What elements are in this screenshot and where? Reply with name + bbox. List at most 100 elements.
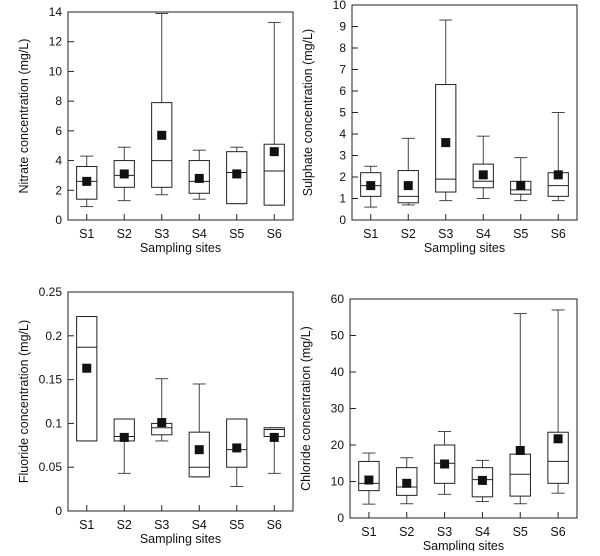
y-tick-label: 7 xyxy=(339,63,346,77)
mean-marker xyxy=(82,363,92,373)
x-tick-label: S6 xyxy=(267,518,282,532)
iqr-box xyxy=(76,316,98,442)
chart-panel-4: 0 10 20 30 40 50 60 S1 S2 S3 S4 S5 S6 Sampling sites C… xyxy=(299,292,578,553)
box-S5 xyxy=(509,313,531,505)
mean-marker xyxy=(232,169,242,179)
x-tick-label: S1 xyxy=(79,518,94,532)
iqr-box xyxy=(188,431,210,478)
y-tick-label: 60 xyxy=(331,292,345,306)
mean-marker xyxy=(269,432,279,442)
y-axis-label: Chloride concentration (mg/L) xyxy=(299,326,313,491)
mean-marker xyxy=(402,478,412,488)
y-tick-label: 10 xyxy=(49,64,63,78)
box-S4 xyxy=(472,135,494,199)
x-tick-label: S4 xyxy=(192,518,207,532)
y-tick-label: 2 xyxy=(55,183,62,197)
mean-marker xyxy=(440,459,450,469)
x-tick-label: S1 xyxy=(361,525,376,539)
y-tick-label: 0.05 xyxy=(39,460,63,474)
y-tick-label: 10 xyxy=(331,475,345,489)
y-tick-label: 12 xyxy=(49,35,63,49)
box-S5 xyxy=(226,146,248,205)
y-tick-label: 10 xyxy=(333,0,347,12)
box-S5 xyxy=(510,157,532,202)
box-S2 xyxy=(113,418,135,474)
y-tick-label: 14 xyxy=(49,5,63,19)
box-S3 xyxy=(433,431,456,495)
box-S6 xyxy=(547,112,569,202)
mean-marker xyxy=(553,170,563,180)
box-S3 xyxy=(151,13,173,196)
y-tick-label: 5 xyxy=(339,106,346,120)
mean-marker xyxy=(553,434,563,444)
y-tick-label: 50 xyxy=(331,329,345,343)
x-tick-label: S6 xyxy=(551,227,566,241)
x-tick-label: S1 xyxy=(363,227,378,241)
iqr-box xyxy=(226,418,248,468)
y-tick-label: 4 xyxy=(55,154,62,168)
box-S2 xyxy=(396,457,418,505)
y-tick-label: 0.1 xyxy=(45,416,62,430)
x-axis-label: Sampling sites xyxy=(423,539,504,551)
y-tick-label: 0 xyxy=(55,504,62,518)
box-S6 xyxy=(263,427,285,474)
mean-marker xyxy=(269,147,279,157)
box-S1 xyxy=(76,316,98,442)
box-S6 xyxy=(547,309,569,494)
x-axis-label: Sampling sites xyxy=(140,532,221,546)
y-tick-label: 4 xyxy=(339,127,346,141)
y-tick-label: 1 xyxy=(339,192,346,206)
plot-frame xyxy=(351,4,578,221)
x-tick-label: S4 xyxy=(475,525,490,539)
y-tick-label: 8 xyxy=(55,94,62,108)
y-axis-label: Fluoride concentration (mg/L) xyxy=(17,320,31,483)
mean-marker xyxy=(364,475,374,485)
box-S3 xyxy=(435,19,457,202)
mean-marker xyxy=(366,181,376,191)
mean-marker xyxy=(82,176,92,186)
x-tick-label: S5 xyxy=(513,525,528,539)
iqr-box xyxy=(263,143,285,206)
box-S5 xyxy=(226,418,248,487)
y-tick-label: 8 xyxy=(339,41,346,55)
y-tick-label: 3 xyxy=(339,149,346,163)
chart-panel-1: 0 2 4 6 8 10 12 14 S1 S2 S3 S4 S5 S6 Sampling sites Nit… xyxy=(17,5,294,255)
plot-frame xyxy=(67,11,294,221)
y-tick-label: 0.25 xyxy=(39,285,63,299)
box-S3 xyxy=(151,378,173,442)
x-tick-label: S2 xyxy=(399,525,414,539)
mean-marker xyxy=(157,130,167,140)
x-tick-label: S4 xyxy=(476,227,491,241)
mean-marker xyxy=(194,445,204,455)
y-tick-label: 9 xyxy=(339,20,346,34)
chart-panel-2: 0 1 2 3 4 5 6 7 8 9 10 S1 S2 S3 S4 S5 S6 Sampling sites Su… xyxy=(301,0,578,255)
x-tick-label: S4 xyxy=(192,227,207,241)
mean-marker xyxy=(232,443,242,453)
box-S4 xyxy=(188,149,210,200)
mean-marker xyxy=(157,418,167,428)
mean-marker xyxy=(194,173,204,183)
iqr-box xyxy=(547,431,569,484)
mean-marker xyxy=(478,170,488,180)
x-tick-label: S5 xyxy=(229,227,244,241)
x-tick-label: S6 xyxy=(267,227,282,241)
plot-frame xyxy=(67,291,294,512)
mean-marker xyxy=(477,475,487,485)
box-S2 xyxy=(397,137,419,206)
mean-marker xyxy=(441,138,451,148)
x-tick-label: S2 xyxy=(401,227,416,241)
y-tick-label: 0 xyxy=(55,213,62,227)
x-axis-label: Sampling sites xyxy=(424,241,505,255)
x-tick-label: S2 xyxy=(117,518,132,532)
x-tick-label: S5 xyxy=(229,518,244,532)
x-tick-label: S5 xyxy=(513,227,528,241)
y-tick-label: 20 xyxy=(331,438,345,452)
x-tick-label: S3 xyxy=(438,227,453,241)
y-axis-label: Sulphate concentration (mg/L) xyxy=(301,29,315,196)
y-tick-label: 6 xyxy=(55,124,62,138)
y-tick-label: 0 xyxy=(339,213,346,227)
mean-marker xyxy=(516,181,526,191)
x-tick-label: S2 xyxy=(117,227,132,241)
x-tick-label: S1 xyxy=(79,227,94,241)
y-tick-label: 40 xyxy=(331,365,345,379)
